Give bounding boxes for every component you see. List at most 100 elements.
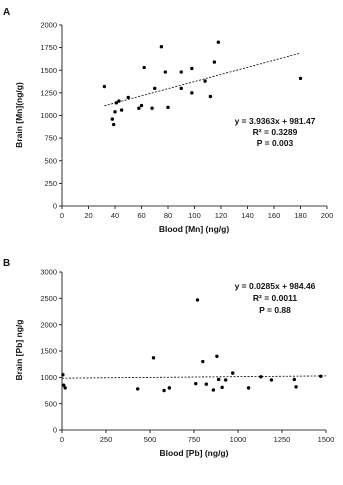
panel-a-data-point bbox=[153, 86, 157, 91]
panel-a: A 0 250 500 750 1000 1250 1500 1750 2000 0 20 40 60… bbox=[3, 7, 333, 234]
panel-b-data-point bbox=[319, 374, 323, 378]
panel-a-data-point bbox=[114, 101, 119, 105]
panel-b: B 0 500 1000 1500 2000 2500 3000 0 250 500 750 100… bbox=[3, 258, 334, 458]
panel-a-data-point bbox=[163, 70, 168, 74]
panel-a-y-tick-label: 1750 bbox=[40, 43, 57, 52]
panel-b-y-tick-label: 3000 bbox=[40, 268, 57, 277]
panel-a-y-tick-label: 1250 bbox=[40, 88, 57, 97]
panel-b-data-point bbox=[204, 382, 209, 386]
panel-a-points bbox=[102, 40, 303, 127]
panel-a-y-tick-label: 500 bbox=[44, 156, 57, 165]
panel-b-y-ticks: 0 500 1000 1500 2000 2500 3000 bbox=[40, 268, 62, 435]
panel-a-data-point bbox=[126, 95, 130, 100]
panel-a-data-point bbox=[298, 76, 303, 81]
panel-b-data-point bbox=[246, 386, 251, 390]
panel-a-data-point bbox=[142, 65, 146, 70]
panel-a-x-tick-label: 200 bbox=[321, 211, 334, 220]
panel-b-label: B bbox=[3, 258, 10, 269]
panel-a-equation: y = 3.9363x + 981.47 bbox=[235, 116, 316, 126]
panel-a-x-axis-title: Blood [Mn] (ng/g) bbox=[159, 224, 230, 234]
panel-b-data-point bbox=[162, 388, 166, 393]
panel-a-data-point bbox=[203, 79, 207, 83]
panel-a-x-tick-label: 120 bbox=[215, 211, 228, 220]
panel-a-data-point bbox=[179, 70, 183, 74]
panel-a-data-point bbox=[102, 84, 107, 89]
panel-a-data-point bbox=[150, 106, 154, 110]
panel-b-equation: y = 0.0285x + 984.46 bbox=[235, 281, 316, 291]
panel-a-data-point bbox=[190, 91, 194, 95]
panel-a-data-point bbox=[179, 86, 183, 91]
panel-b-data-point bbox=[194, 381, 198, 386]
panel-b-data-point bbox=[292, 377, 297, 382]
panel-a-x-tick-label: 140 bbox=[241, 211, 254, 220]
panel-b-p-value: P = 0.88 bbox=[259, 305, 291, 315]
panel-b-y-axis-title: Brain [Pb] ng/g bbox=[14, 320, 24, 381]
panel-b-r-squared: R² = 0.0011 bbox=[253, 293, 297, 303]
panel-a-data-point bbox=[216, 40, 221, 44]
panel-b-data-point bbox=[201, 359, 205, 364]
panel-a-data-point bbox=[166, 105, 170, 110]
panel-a-data-point bbox=[110, 117, 115, 121]
panel-b-data-point bbox=[223, 378, 228, 382]
panel-a-data-point bbox=[139, 103, 144, 108]
panel-b-data-point bbox=[63, 386, 67, 390]
panel-b-y-tick-label: 2000 bbox=[40, 320, 57, 329]
panel-b-x-ticks: 0 250 500 750 1000 1250 1500 bbox=[60, 430, 334, 444]
panel-b-y-tick-label: 0 bbox=[53, 426, 57, 435]
panel-b-trendline bbox=[61, 375, 327, 379]
panel-a-data-point bbox=[117, 99, 121, 103]
panel-a-data-point bbox=[212, 60, 217, 64]
panel-a-y-axis-title: Brain [Mn](ng/g) bbox=[14, 82, 24, 148]
panel-b-y-tick-label: 1500 bbox=[40, 347, 57, 356]
panel-a-y-tick-label: 2000 bbox=[40, 21, 57, 30]
panel-a-data-point bbox=[208, 94, 213, 99]
panel-a-data-point bbox=[190, 66, 194, 71]
panel-a-data-point bbox=[113, 110, 117, 114]
panel-a-data-point bbox=[137, 106, 141, 110]
panel-a-y-tick-label: 1500 bbox=[40, 66, 57, 75]
panel-b-data-point bbox=[294, 385, 298, 389]
panel-b-data-point bbox=[135, 387, 140, 391]
panel-b-data-point bbox=[151, 356, 156, 360]
panel-b-data-point bbox=[61, 373, 65, 377]
panel-b-y-tick-label: 500 bbox=[44, 399, 57, 408]
panel-b-data-point bbox=[231, 371, 235, 375]
panel-a-p-value: P = 0.003 bbox=[257, 138, 294, 148]
panel-b-data-point bbox=[167, 386, 172, 390]
panel-a-data-point bbox=[119, 108, 124, 112]
panel-b-data-point bbox=[195, 298, 200, 302]
panel-a-x-tick-label: 40 bbox=[111, 211, 119, 220]
panel-b-data-point bbox=[62, 383, 66, 387]
panel-a-label: A bbox=[3, 7, 10, 18]
panel-b-x-axis-title: Blood [Pb] (ng/g) bbox=[160, 448, 229, 458]
panel-b-points bbox=[61, 298, 323, 393]
panel-a-r-squared: R² = 0.3289 bbox=[253, 127, 298, 137]
panel-a-y-tick-label: 1000 bbox=[40, 111, 57, 120]
panel-a-data-point bbox=[159, 45, 164, 49]
panel-a-y-tick-label: 250 bbox=[44, 179, 57, 188]
panel-b-x-tick-label: 0 bbox=[60, 435, 64, 444]
panel-a-x-tick-label: 80 bbox=[164, 211, 172, 220]
panel-a-x-tick-label: 160 bbox=[268, 211, 281, 220]
panel-a-x-tick-label: 60 bbox=[137, 211, 145, 220]
panel-b-data-point bbox=[259, 375, 263, 379]
panel-a-y-tick-label: 0 bbox=[53, 202, 57, 211]
panel-b-data-point bbox=[216, 377, 221, 382]
panel-a-x-tick-label: 180 bbox=[294, 211, 307, 220]
panel-b-data-point bbox=[220, 385, 224, 390]
panel-a-x-ticks: 0 20 40 60 80 100 120 140 160 180 200 bbox=[60, 206, 333, 220]
panel-b-y-tick-label: 2500 bbox=[40, 294, 57, 303]
panel-a-trendline bbox=[104, 52, 301, 107]
panel-a-x-tick-label: 20 bbox=[84, 211, 92, 220]
panel-b-x-tick-label: 1000 bbox=[230, 435, 247, 444]
panel-a-x-tick-label: 100 bbox=[188, 211, 201, 220]
panel-b-x-tick-label: 500 bbox=[144, 435, 157, 444]
panel-b-data-point bbox=[211, 388, 216, 392]
panel-b-x-tick-label: 750 bbox=[188, 435, 201, 444]
panel-a-x-tick-label: 0 bbox=[60, 211, 64, 220]
panel-b-y-tick-label: 1000 bbox=[40, 373, 57, 382]
panel-a-y-tick-label: 750 bbox=[44, 134, 57, 143]
panel-a-y-ticks: 0 250 500 750 1000 1250 1500 1750 2000 bbox=[40, 21, 62, 211]
panel-b-x-tick-label: 250 bbox=[100, 435, 113, 444]
